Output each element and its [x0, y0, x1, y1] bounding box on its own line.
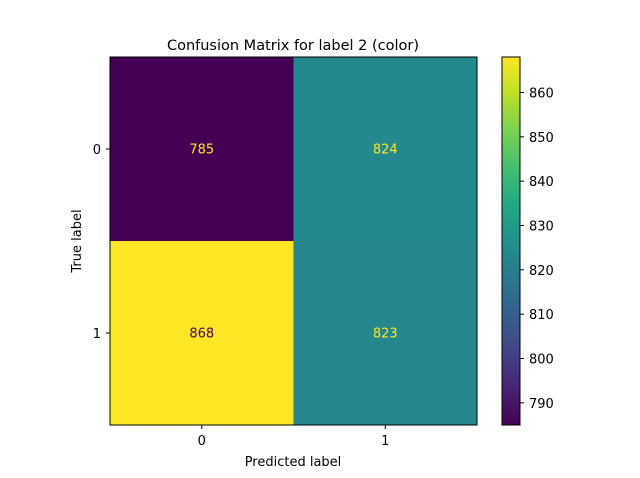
heatmap-cell-r1-c0 — [110, 241, 294, 425]
x-axis-label: Predicted label — [245, 455, 342, 470]
colorbar-tick-label: 800 — [529, 352, 554, 367]
x-tick-label: 1 — [381, 434, 389, 449]
colorbar — [501, 56, 521, 426]
plot-frame — [109, 56, 478, 426]
cell-value-r0-c0: 785 — [189, 143, 214, 158]
y-axis-ticks: 01 — [93, 143, 110, 342]
colorbar-tick-label: 830 — [529, 219, 554, 234]
x-tick-label: 0 — [198, 434, 206, 449]
heatmap-cell-r0-c0 — [110, 57, 294, 241]
cell-value-r1-c0: 868 — [189, 327, 214, 342]
cell-value-labels: 785 824 868 823 — [189, 143, 397, 342]
colorbar-ticks: 790 800 810 820 830 840 850 860 — [520, 86, 554, 412]
y-tick-label: 0 — [93, 143, 101, 158]
colorbar-tick-label: 820 — [529, 264, 554, 279]
heatmap-cell-r1-c1 — [293, 241, 477, 425]
colorbar-tick-label: 810 — [529, 308, 554, 323]
colorbar-tick-label: 840 — [529, 175, 554, 190]
colorbar-tick-label: 860 — [529, 86, 554, 101]
cell-value-r1-c1: 823 — [373, 327, 398, 342]
y-axis-label: True label — [70, 209, 85, 273]
colorbar-tick-label: 790 — [529, 397, 554, 412]
heatmap-cells — [110, 57, 477, 425]
cell-value-r0-c1: 824 — [373, 143, 398, 158]
heatmap-cell-r0-c1 — [293, 57, 477, 241]
colorbar-tick-label: 850 — [529, 131, 554, 146]
chart-title: Confusion Matrix for label 2 (color) — [167, 38, 419, 54]
y-tick-label: 1 — [93, 327, 101, 342]
